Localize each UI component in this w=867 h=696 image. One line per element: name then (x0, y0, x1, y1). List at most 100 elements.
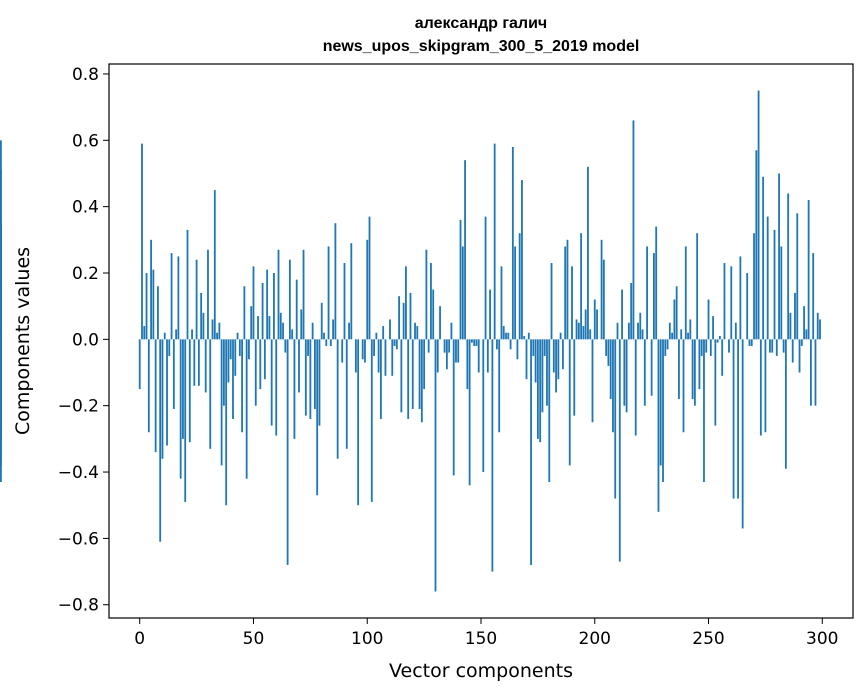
bar (286, 339, 289, 565)
bar (668, 322, 671, 340)
bar (707, 299, 710, 340)
bar (486, 339, 489, 373)
y-tick-label: −0.4 (58, 463, 99, 483)
bar (680, 329, 683, 340)
bar (812, 253, 815, 340)
bar (716, 339, 719, 343)
bar (291, 329, 294, 340)
bar (584, 309, 587, 340)
bar (482, 339, 485, 473)
bar (370, 339, 373, 502)
bar (816, 312, 819, 340)
bar (753, 233, 755, 340)
bar (323, 332, 325, 340)
bar (332, 319, 335, 340)
bar (300, 309, 303, 340)
bar (580, 233, 583, 340)
bar (571, 266, 573, 340)
y-tick-label: 0.0 (72, 330, 99, 350)
bar (666, 339, 669, 350)
y-tick-label: 0.6 (72, 131, 99, 151)
bar (434, 339, 437, 592)
bar (398, 296, 400, 340)
x-tick-label: 50 (243, 629, 265, 649)
bar (470, 339, 473, 343)
bar (197, 339, 200, 386)
bar (718, 336, 721, 340)
bar (141, 143, 143, 340)
bar (523, 336, 526, 340)
bar (379, 339, 382, 419)
bar (630, 282, 633, 340)
bar (368, 216, 371, 340)
bar (254, 339, 257, 406)
bar (589, 329, 592, 340)
y-tick-label: −0.2 (58, 397, 99, 417)
bar (689, 319, 692, 340)
bar (516, 339, 519, 360)
bar (575, 319, 578, 340)
bar (684, 246, 687, 340)
bar (734, 322, 737, 340)
bar (0, 223, 2, 340)
bar (755, 150, 758, 340)
bar (427, 339, 430, 353)
bar (536, 339, 539, 439)
bar (609, 339, 612, 400)
bar (791, 339, 794, 363)
bar (757, 90, 760, 340)
bar (143, 326, 146, 340)
bar (168, 339, 171, 356)
bar (627, 322, 630, 340)
y-tick-label: −0.8 (58, 596, 99, 616)
bar (484, 216, 487, 340)
bar (616, 322, 619, 340)
bar (409, 292, 412, 340)
bar (568, 339, 571, 466)
bar (186, 229, 189, 340)
bar (382, 326, 385, 340)
bar (623, 339, 626, 406)
bar (559, 332, 562, 340)
bar (268, 316, 271, 340)
bar (612, 339, 614, 433)
bar (357, 339, 360, 506)
bar (425, 249, 428, 340)
bar (741, 339, 744, 529)
bar (238, 339, 241, 356)
bar (794, 292, 796, 340)
bar (284, 339, 287, 353)
bar (509, 339, 512, 350)
bar (236, 332, 239, 340)
bar (693, 339, 696, 406)
bar (157, 286, 159, 340)
bar (637, 322, 639, 340)
y-tick-label: 0.8 (72, 65, 99, 85)
bar (445, 339, 448, 370)
bar (448, 339, 451, 353)
bar (673, 299, 676, 340)
x-tick-label: 0 (134, 629, 145, 649)
bar (204, 339, 207, 393)
bar (245, 339, 248, 479)
x-tick-label: 200 (579, 629, 611, 649)
bar (373, 339, 375, 356)
bar (243, 286, 246, 340)
bar (420, 339, 423, 423)
bar (172, 339, 175, 409)
bar (732, 339, 735, 499)
bar (423, 339, 426, 390)
y-tick-label: 0.2 (72, 264, 99, 284)
bar (298, 339, 300, 393)
bar (778, 173, 780, 340)
bar (618, 339, 621, 562)
bar (814, 339, 817, 406)
bar (775, 339, 778, 356)
bar (218, 322, 221, 340)
bar (511, 146, 514, 340)
bar (163, 332, 166, 340)
bar (477, 339, 480, 373)
bar (591, 339, 594, 423)
bar (712, 316, 714, 340)
